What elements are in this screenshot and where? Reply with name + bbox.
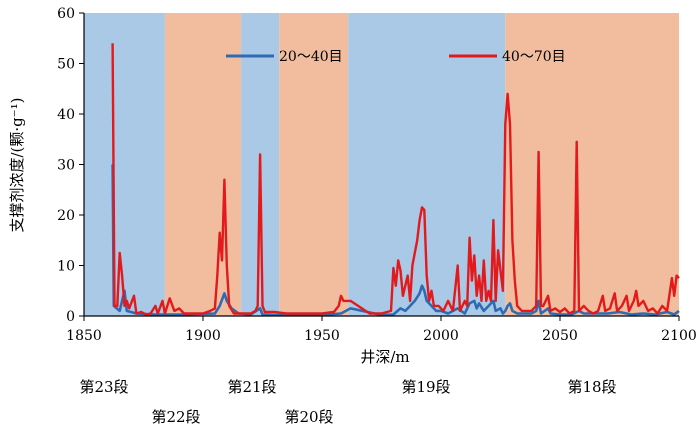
axes: 1850 1900 1950 2000 2050 2100 0 10 20 30 40 50 60 [57,6,697,344]
legend: 20～40目 40～70目 [226,49,566,65]
series-lines [111,43,680,317]
x-tick-label: 1900 [185,328,221,344]
stage-label-5: 第19段 [401,378,450,396]
y-tick-label: 0 [66,309,75,325]
y-tick-label: 10 [57,259,75,275]
series-line-2 [111,43,680,316]
stage-label-1: 第23段 [79,378,128,396]
x-tick-label: 2100 [661,328,697,344]
stage-band-2 [164,13,242,316]
x-axis-label: 井深/m [360,348,409,366]
y-tick-label: 20 [57,208,75,224]
stage-band-4 [279,13,349,316]
y-axis-label: 支撑剂浓度/(颗·g⁻¹) [8,97,26,232]
y-tick-label: 40 [57,107,75,123]
x-tick-label: 2050 [542,328,578,344]
stage-label-4: 第20段 [284,408,333,426]
y-tick-label: 60 [57,6,75,22]
x-tick-label: 1950 [304,328,340,344]
legend-label-2: 40～70目 [502,49,566,65]
x-tick-label: 1850 [66,328,102,344]
legend-label-1: 20～40目 [279,49,343,65]
stage-label-2: 第22段 [151,408,200,426]
y-tick-label: 50 [57,57,75,73]
stage-label-6: 第18段 [567,378,616,396]
stage-label-3: 第21段 [227,378,276,396]
stage-band-1 [84,13,165,316]
stage-band-6 [505,13,679,316]
x-tick-label: 2000 [423,328,459,344]
stage-bands [84,13,679,316]
y-tick-label: 30 [57,158,75,174]
